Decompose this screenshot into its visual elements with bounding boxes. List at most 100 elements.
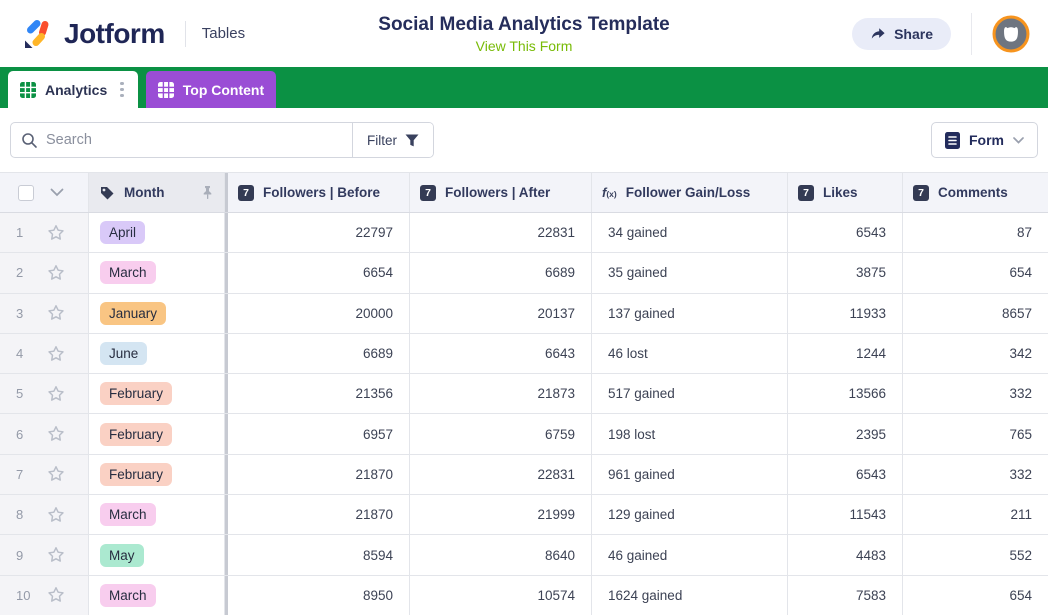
month-cell[interactable]: June [89,333,225,374]
cell-likes[interactable]: 1244 [788,333,903,374]
month-cell[interactable]: March [89,575,225,615]
month-badge: January [100,301,167,325]
search-input[interactable] [46,132,342,148]
row-number: 9 [16,547,24,563]
cell-comments[interactable]: 211 [1010,507,1032,523]
month-cell[interactable]: April [89,213,225,253]
star-icon[interactable] [47,224,65,242]
star-icon[interactable] [47,425,65,443]
cell-gain-loss[interactable]: 1624 gained [592,575,788,615]
cell-followers-before[interactable]: 6957 [228,414,410,454]
cell-likes[interactable]: 13566 [788,374,903,414]
column-header-month[interactable]: Month [89,173,225,212]
cell-followers-after[interactable]: 8640 [410,535,592,575]
pinned-column-divider[interactable] [225,173,228,212]
pinned-column-divider [225,575,228,615]
star-icon[interactable] [47,506,65,524]
number-field-icon: 7 [420,184,436,201]
column-header-followers-after[interactable]: 7 Followers | After [410,173,592,212]
column-header-followers-before[interactable]: 7 Followers | Before [228,173,410,212]
cell-followers-after[interactable]: 10574 [410,575,592,615]
cell-likes[interactable]: 7583 [788,575,903,615]
cell-followers-before[interactable]: 22797 [228,213,410,253]
cell-comments[interactable]: 342 [1009,346,1032,362]
cell-comments[interactable]: 765 [1009,426,1032,442]
cell-followers-after[interactable]: 6759 [410,414,592,454]
cell-gain-loss[interactable]: 46 lost [592,333,788,374]
cell-followers-before[interactable]: 8950 [228,575,410,615]
cell-gain-loss[interactable]: 129 gained [592,495,788,535]
cell-likes[interactable]: 4483 [788,535,903,575]
star-icon[interactable] [47,304,65,322]
brand-group[interactable]: Jotform Tables [0,18,245,50]
select-all-checkbox[interactable] [18,184,34,201]
cell-gain-loss[interactable]: 35 gained [592,253,788,293]
cell-followers-before[interactable]: 21870 [228,454,410,495]
avatar[interactable] [992,15,1030,53]
cell-gain-loss[interactable]: 46 gained [592,535,788,575]
filter-button[interactable]: Filter [352,123,433,157]
month-cell[interactable]: February [89,374,225,414]
cell-likes[interactable]: 6543 [788,213,903,253]
star-icon[interactable] [47,385,65,403]
tab-analytics[interactable]: Analytics [8,71,138,108]
star-icon[interactable] [47,345,65,363]
cell-followers-after[interactable]: 21873 [410,374,592,414]
cell-followers-after[interactable]: 21999 [410,495,592,535]
cell-followers-before[interactable]: 6689 [228,333,410,374]
table-row: 6 February 6957 6759 198 lost 2395 765 [0,414,1048,455]
month-cell[interactable]: January [89,293,225,333]
cell-followers-before[interactable]: 6654 [228,253,410,293]
cell-comments[interactable]: 654 [1009,587,1032,603]
cell-followers-after[interactable]: 6643 [410,333,592,374]
cell-gain-loss[interactable]: 137 gained [592,293,788,333]
month-cell[interactable]: March [89,495,225,535]
cell-comments[interactable]: 654 [1009,265,1032,281]
column-header-gain-loss[interactable]: f(x) Follower Gain/Loss [592,173,788,212]
cell-comments[interactable]: 87 [1016,225,1032,241]
table-row: 4 June 6689 6643 46 lost 1244 342 [0,333,1048,375]
cell-gain-loss[interactable]: 34 gained [592,213,788,253]
cell-comments[interactable]: 332 [1009,386,1032,402]
cell-likes[interactable]: 3875 [788,253,903,293]
cell-followers-after[interactable]: 22831 [410,213,592,253]
expand-chevron-icon[interactable] [50,188,64,197]
cell-followers-before[interactable]: 21356 [228,374,410,414]
cell-gain-loss[interactable]: 517 gained [592,374,788,414]
cell-followers-before[interactable]: 21870 [228,495,410,535]
month-cell[interactable]: February [89,454,225,495]
column-header-likes[interactable]: 7 Likes [788,173,903,212]
cell-gain-loss[interactable]: 961 gained [592,454,788,495]
month-cell[interactable]: March [89,253,225,293]
cell-followers-after[interactable]: 6689 [410,253,592,293]
cell-likes[interactable]: 6543 [788,454,903,495]
cell-comments[interactable]: 332 [1009,466,1032,482]
star-icon[interactable] [47,546,65,564]
share-button[interactable]: Share [852,17,951,50]
star-icon[interactable] [47,465,65,483]
page-title: Social Media Analytics Template [378,13,670,35]
cell-likes[interactable]: 11933 [788,293,903,333]
star-icon[interactable] [47,264,65,282]
cell-gain-loss[interactable]: 198 lost [592,414,788,454]
cell-followers-before[interactable]: 8594 [228,535,410,575]
cell-followers-after[interactable]: 22831 [410,454,592,495]
month-cell[interactable]: February [89,414,225,454]
cell-comments[interactable]: 552 [1009,547,1032,563]
cell-likes[interactable]: 2395 [788,414,903,454]
column-header-comments[interactable]: 7 Comments [903,173,1048,212]
star-icon[interactable] [47,586,65,604]
cell-likes[interactable]: 11543 [788,495,903,535]
pin-icon[interactable] [201,185,214,200]
tab-top-content[interactable]: Top Content [145,71,277,108]
cell-comments[interactable]: 8657 [1001,305,1032,321]
view-this-form-link[interactable]: View This Form [475,37,573,54]
month-cell[interactable]: May [89,535,225,575]
search-box[interactable] [11,123,352,157]
cell-followers-after[interactable]: 20137 [410,293,592,333]
cell-followers-before[interactable]: 20000 [228,293,410,333]
table-row: 2 March 6654 6689 35 gained 3875 654 [0,253,1048,294]
tab-menu-kebab-icon[interactable] [116,80,126,100]
form-document-icon [945,131,960,149]
form-button[interactable]: Form [931,122,1038,158]
